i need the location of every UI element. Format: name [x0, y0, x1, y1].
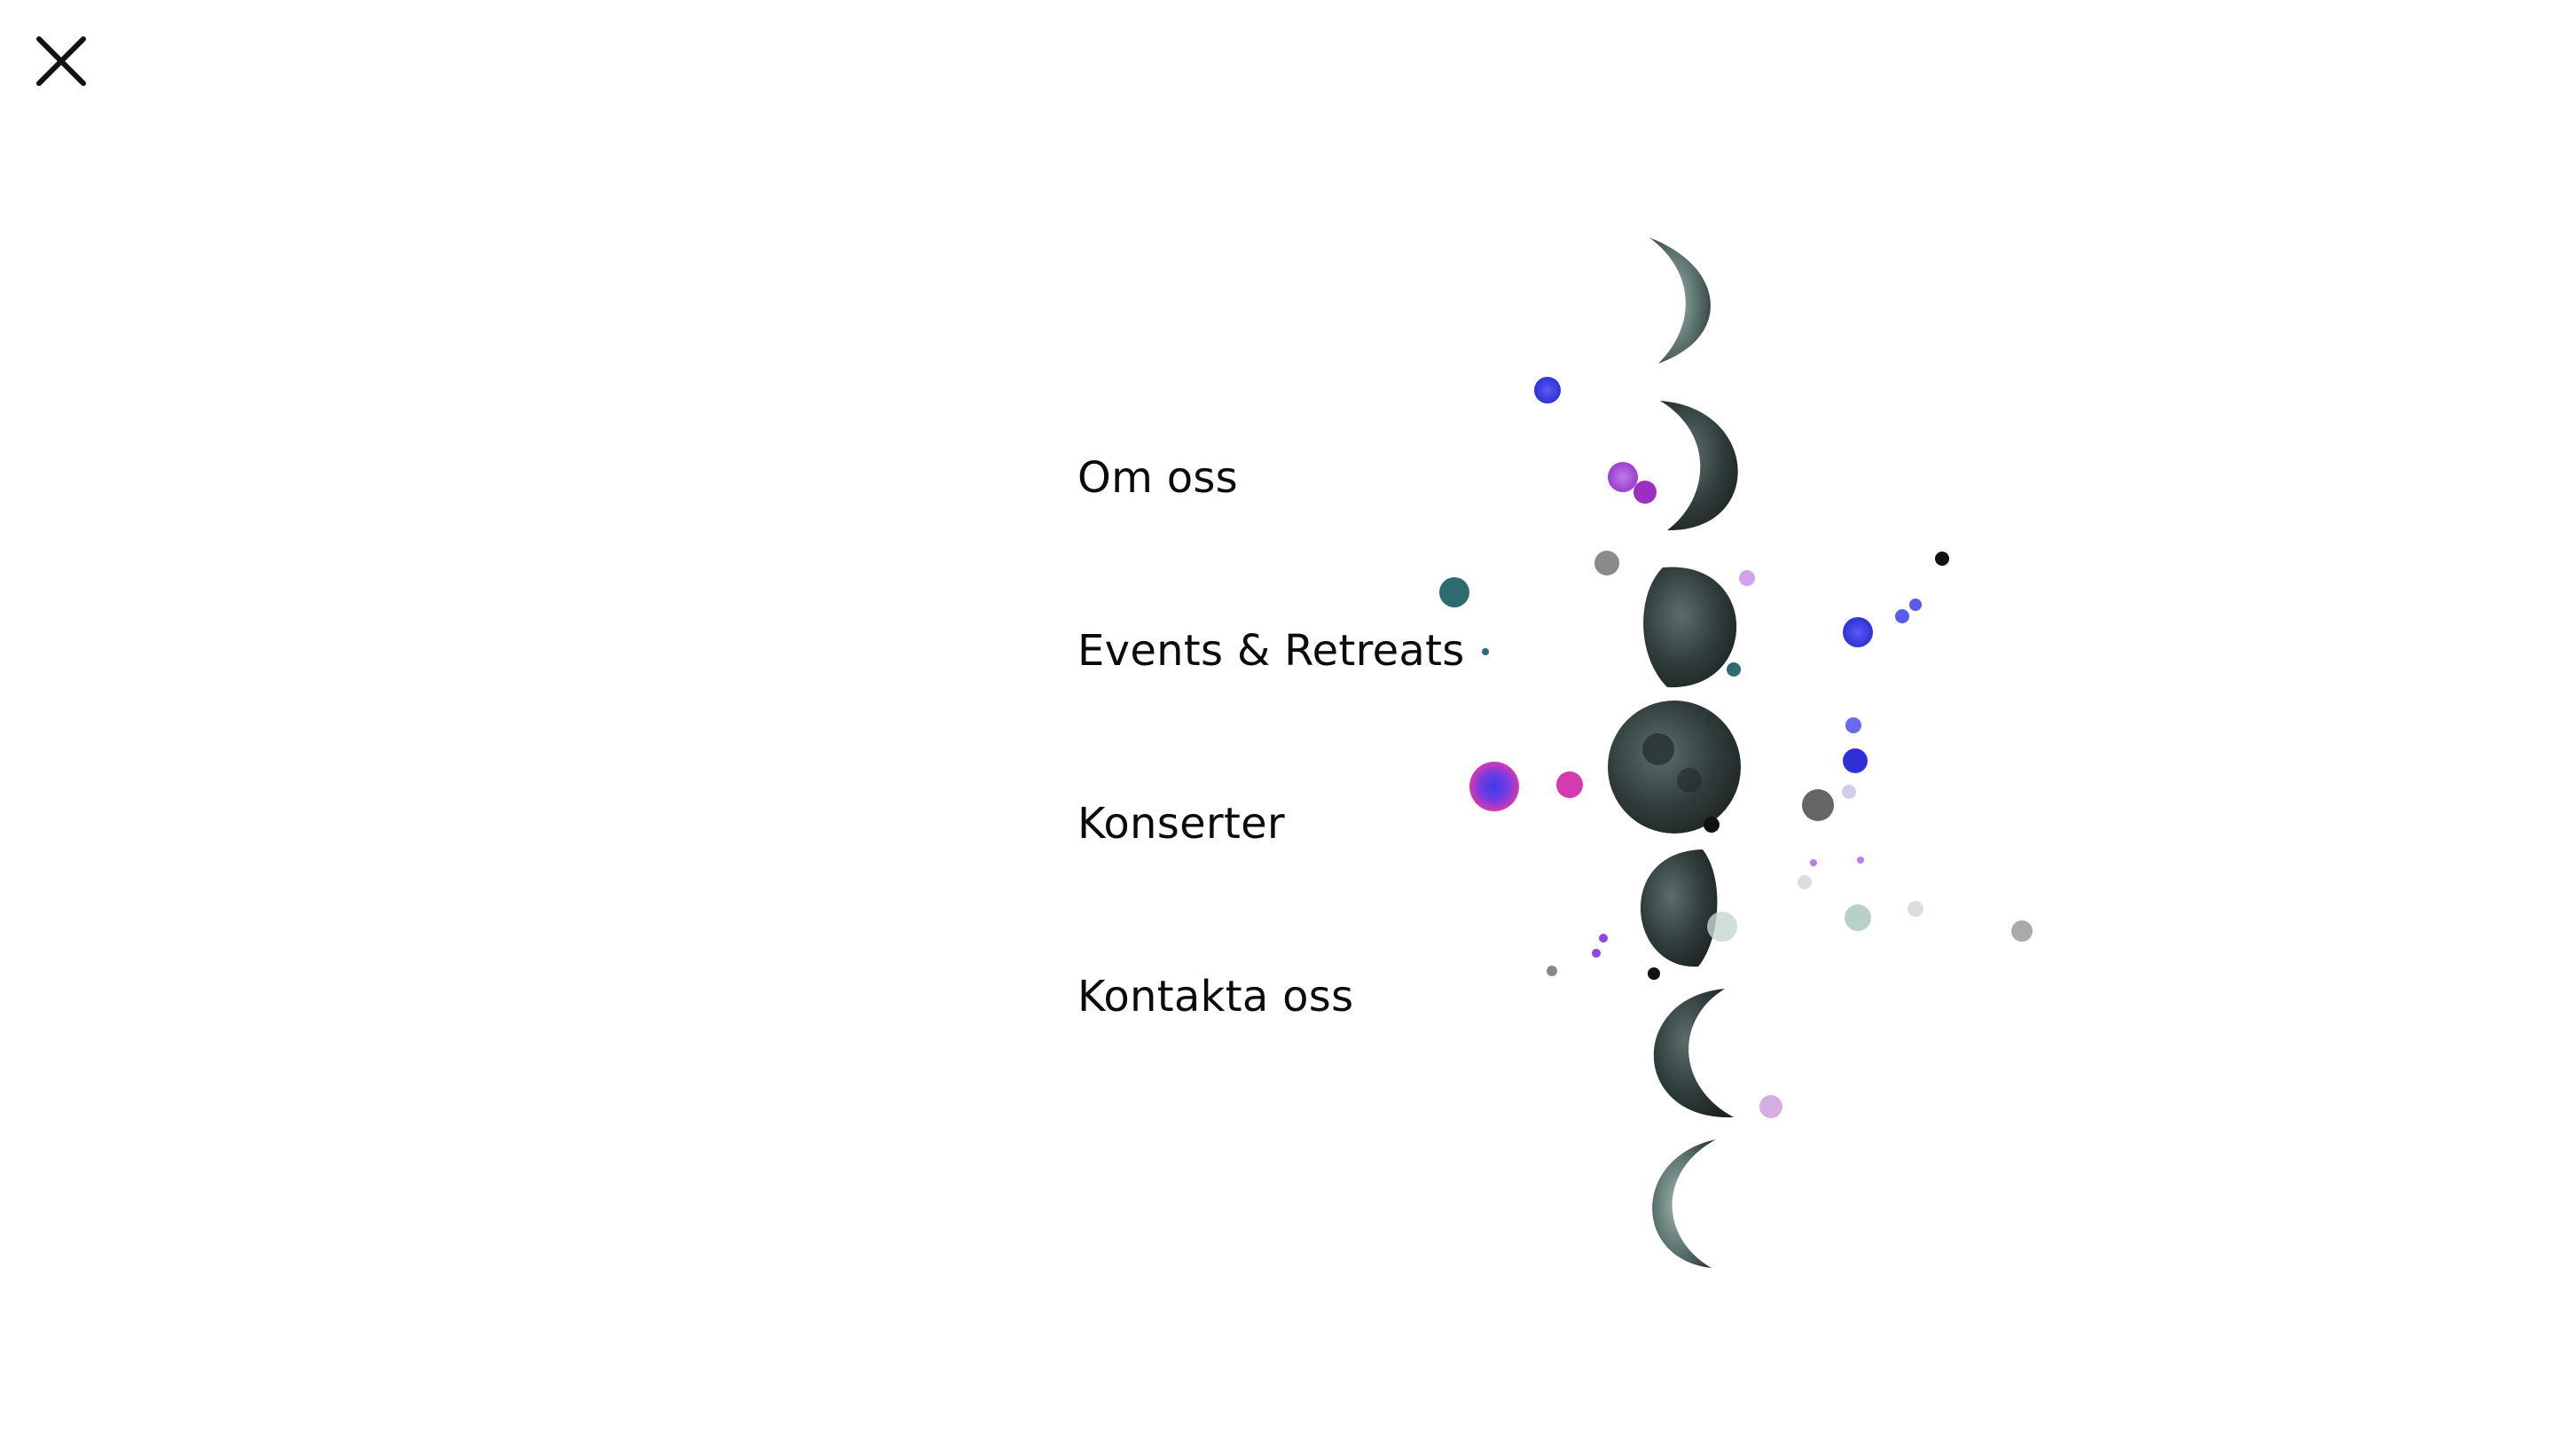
close-menu-button[interactable]	[30, 30, 92, 92]
moon-phases-artwork	[1439, 238, 2033, 1268]
moon-phase-5	[1640, 849, 1718, 967]
menu-item-kontakta-oss[interactable]: Kontakta oss	[1077, 972, 1354, 1022]
menu-item-om-oss[interactable]: Om oss	[1077, 453, 1238, 503]
moon-phase-3	[1643, 567, 1737, 688]
moon-phase-1	[1649, 238, 1711, 364]
moon-phase-2	[1660, 401, 1738, 531]
moon-phase-4	[1608, 701, 1741, 834]
close-icon	[36, 36, 86, 86]
menu-item-konserter[interactable]: Konserter	[1077, 799, 1285, 849]
moon-phase-6	[1653, 989, 1734, 1118]
ink-splashes	[1439, 377, 2033, 1118]
menu-item-events-retreats[interactable]: Events & Retreats	[1077, 626, 1465, 676]
moon-phase-7	[1652, 1139, 1716, 1268]
